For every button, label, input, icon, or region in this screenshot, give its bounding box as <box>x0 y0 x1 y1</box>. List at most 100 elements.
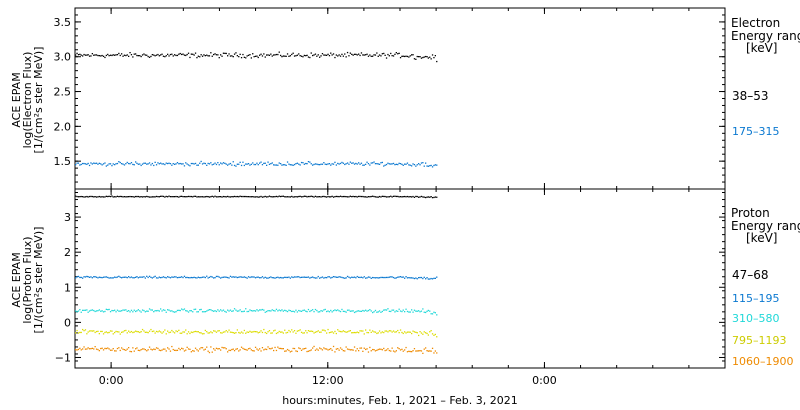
proton-point-3 <box>139 310 141 312</box>
electron-point-1 <box>146 54 148 56</box>
proton-point-5 <box>376 349 378 351</box>
proton-point-5 <box>332 345 335 348</box>
proton-point-1 <box>380 196 382 198</box>
electron-point-1 <box>154 55 156 57</box>
proton-point-4 <box>314 331 317 333</box>
proton-point-2 <box>102 276 105 278</box>
proton-point-2 <box>235 276 237 278</box>
electron-point-1 <box>100 55 102 57</box>
electron-point-1 <box>144 54 146 56</box>
proton-point-3 <box>348 309 350 311</box>
proton-point-4 <box>257 332 259 334</box>
proton-point-1 <box>161 195 163 197</box>
electron-point-2 <box>239 161 241 163</box>
proton-point-2 <box>164 276 166 279</box>
proton-point-3 <box>133 309 135 311</box>
proton-point-5 <box>292 347 294 350</box>
proton-point-1 <box>210 196 212 198</box>
proton-point-3 <box>433 311 435 313</box>
proton-point-4 <box>360 330 363 332</box>
proton-point-5 <box>176 349 179 351</box>
electron-ylabel-2: log(Electron Flux) <box>21 52 34 149</box>
proton-point-3 <box>338 310 340 312</box>
electron-legend-title-3: [keV] <box>746 41 777 55</box>
proton-point-2 <box>254 277 257 279</box>
proton-point-2 <box>200 276 202 279</box>
proton-point-5 <box>415 350 417 352</box>
proton-point-3 <box>323 309 325 311</box>
proton-point-3 <box>242 310 244 313</box>
proton-point-1 <box>383 195 385 198</box>
proton-point-1 <box>122 196 124 198</box>
proton-point-1 <box>114 196 116 198</box>
proton-point-1 <box>162 195 165 198</box>
proton-point-2 <box>360 276 363 278</box>
proton-point-2 <box>365 277 367 279</box>
proton-point-4 <box>291 329 293 331</box>
electron-point-2 <box>266 164 268 166</box>
proton-point-2 <box>274 277 276 279</box>
electron-point-1 <box>215 54 218 56</box>
proton-legend-310-580: 310–580 <box>732 312 780 325</box>
proton-point-2 <box>76 276 78 278</box>
proton-point-2 <box>305 276 307 278</box>
proton-point-4 <box>419 331 421 333</box>
proton-point-5 <box>194 347 197 349</box>
electron-point-1 <box>183 54 186 56</box>
proton-point-2 <box>300 276 303 278</box>
proton-point-2 <box>291 276 293 278</box>
proton-point-1 <box>433 196 435 199</box>
electron-point-1 <box>175 54 177 57</box>
electron-point-2 <box>377 163 379 165</box>
electron-point-1 <box>93 54 95 56</box>
proton-point-3 <box>335 309 337 312</box>
proton-point-2 <box>261 276 264 278</box>
electron-point-1 <box>111 54 113 57</box>
electron-point-2 <box>312 164 314 166</box>
proton-point-4 <box>285 332 287 334</box>
proton-point-5 <box>224 347 226 349</box>
proton-point-2 <box>339 276 342 278</box>
proton-point-4 <box>80 331 82 334</box>
proton-point-1 <box>139 196 141 198</box>
proton-point-5 <box>383 347 385 350</box>
proton-point-2 <box>95 276 98 278</box>
electron-point-1 <box>211 55 213 57</box>
proton-point-2 <box>179 276 181 278</box>
proton-point-4 <box>213 330 215 332</box>
proton-point-1 <box>327 195 329 198</box>
electron-point-2 <box>155 164 158 166</box>
electron-point-1 <box>123 54 126 56</box>
electron-point-2 <box>185 162 187 164</box>
electron-point-2 <box>229 162 232 165</box>
proton-point-2 <box>144 277 146 279</box>
proton-point-2 <box>213 277 215 279</box>
electron-point-2 <box>355 162 357 165</box>
proton-point-2 <box>344 277 346 279</box>
proton-ytick-label: 2 <box>64 246 71 259</box>
electron-point-1 <box>201 55 204 57</box>
proton-point-5 <box>436 352 438 354</box>
proton-point-4 <box>305 330 307 332</box>
proton-point-3 <box>137 309 139 311</box>
electron-point-1 <box>351 53 353 55</box>
proton-point-4 <box>331 331 333 333</box>
proton-point-5 <box>408 350 410 352</box>
proton-point-4 <box>181 332 183 334</box>
proton-point-3 <box>358 310 360 312</box>
proton-point-4 <box>317 330 319 332</box>
proton-point-3 <box>360 310 363 312</box>
proton-point-1 <box>87 196 89 198</box>
electron-point-1 <box>378 54 381 56</box>
proton-point-1 <box>242 195 244 198</box>
proton-point-5 <box>342 350 344 352</box>
proton-point-2 <box>136 276 138 278</box>
proton-point-3 <box>93 309 95 312</box>
proton-point-3 <box>345 311 347 313</box>
proton-point-2 <box>285 276 287 279</box>
proton-point-4 <box>183 331 186 333</box>
proton-point-5 <box>181 347 183 349</box>
proton-point-4 <box>328 332 331 334</box>
proton-point-4 <box>146 331 148 333</box>
proton-point-5 <box>76 349 78 351</box>
